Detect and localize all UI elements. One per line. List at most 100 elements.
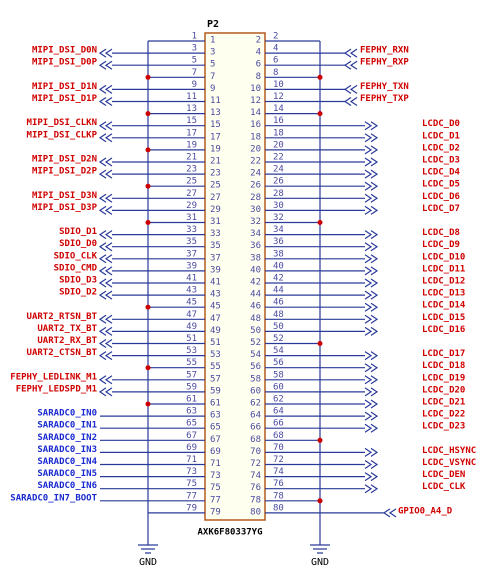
net-label: MIPI_DSI_CLKN xyxy=(27,118,97,128)
junction xyxy=(145,401,151,407)
pin-number: 59 xyxy=(210,386,221,396)
pin-number: 78 xyxy=(273,491,284,501)
pin-number: 77 xyxy=(186,491,197,501)
ground-symbol xyxy=(138,41,158,554)
pin-number: 14 xyxy=(273,104,284,114)
connector-ref: P2 xyxy=(207,19,219,30)
pin-number: 26 xyxy=(250,181,261,191)
pin-number: 26 xyxy=(273,177,284,187)
pin-number: 7 xyxy=(192,68,197,78)
net-label: LCDC_D13 xyxy=(422,289,465,299)
pin-number: 41 xyxy=(210,278,221,288)
port-symbol xyxy=(98,84,113,94)
pin-number: 67 xyxy=(186,431,197,441)
pin-number: 65 xyxy=(186,419,197,429)
pin-number: 23 xyxy=(210,169,221,179)
net-label: UART2_RX_BT xyxy=(37,336,97,346)
net-label: FEPHY_LEDSPD_M1 xyxy=(16,384,97,394)
net-label: SARADC0_IN1 xyxy=(37,421,97,431)
pin-number: 68 xyxy=(250,435,261,445)
pin-number: 47 xyxy=(186,310,197,320)
pin-number: 48 xyxy=(273,310,284,320)
pin-number: 62 xyxy=(273,395,284,405)
pin-number: 28 xyxy=(273,189,284,199)
pin-number: 67 xyxy=(210,435,221,445)
junction xyxy=(145,111,151,117)
net-label: FEPHY_LEDLINK_M1 xyxy=(10,372,97,382)
port-symbol xyxy=(364,121,379,131)
pin-number: 45 xyxy=(210,302,221,312)
pin-number: 62 xyxy=(250,399,261,409)
pin-number: 68 xyxy=(273,431,284,441)
pin-number: 77 xyxy=(210,495,221,505)
port-symbol xyxy=(98,326,113,336)
port-symbol xyxy=(364,460,379,469)
pin-number: 70 xyxy=(273,443,284,453)
net-label: SARADC0_IN4 xyxy=(37,457,97,467)
port-symbol xyxy=(98,97,113,106)
net-label: FEPHY_TXN xyxy=(360,82,409,92)
ground-label: GND xyxy=(311,557,329,568)
port-symbol xyxy=(364,278,379,288)
pin-number: 24 xyxy=(250,169,261,179)
pin-number: 71 xyxy=(186,455,197,465)
pin-number: 37 xyxy=(186,249,197,259)
port-symbol xyxy=(98,230,113,240)
net-label: LCDC_VSYNC xyxy=(422,458,476,468)
port-symbol xyxy=(98,121,113,131)
pin-number: 60 xyxy=(250,386,261,396)
pin-number: 46 xyxy=(250,302,261,312)
pin-number: 7 xyxy=(210,72,215,82)
pin-number: 40 xyxy=(250,265,261,275)
pin-number: 16 xyxy=(273,116,284,126)
port-symbol xyxy=(364,411,379,421)
pin-number: 39 xyxy=(186,261,197,271)
port-symbol xyxy=(98,157,113,167)
pin-number: 20 xyxy=(250,144,261,154)
port-symbol xyxy=(98,242,113,252)
port-symbol xyxy=(98,133,113,143)
junction xyxy=(317,220,323,225)
net-label: MIPI_DSI_D1N xyxy=(32,82,97,92)
pin-number: 64 xyxy=(250,411,261,421)
net-label: LCDC_D6 xyxy=(422,192,460,202)
port-symbol xyxy=(364,423,379,433)
net-label: SARADC0_IN3 xyxy=(37,445,97,455)
pin-number: 55 xyxy=(210,362,221,372)
pin-number: 6 xyxy=(273,56,278,66)
pin-number: 9 xyxy=(210,84,215,94)
pin-number: 35 xyxy=(186,237,197,247)
port-symbol xyxy=(98,314,113,324)
port-symbol xyxy=(364,314,379,324)
pin-number: 4 xyxy=(256,48,261,58)
net-label: LCDC_D22 xyxy=(422,410,465,420)
net-label: SDIO_D2 xyxy=(59,288,97,298)
pin-number: 22 xyxy=(273,153,284,163)
pin-number: 10 xyxy=(250,84,261,94)
pin-number: 21 xyxy=(210,157,221,167)
port-symbol xyxy=(364,193,379,203)
port-symbol xyxy=(364,302,379,312)
net-label: MIPI_DSI_D2P xyxy=(32,167,98,177)
pin-number: 47 xyxy=(210,314,221,324)
pin-number: 2 xyxy=(256,36,261,46)
net-label: SARADC0_IN5 xyxy=(37,469,97,479)
pin-number: 11 xyxy=(186,92,197,102)
pin-number: 80 xyxy=(273,503,284,513)
net-label: UART2_RTSN_BT xyxy=(27,312,98,322)
pin-number: 1 xyxy=(192,32,197,42)
net-label: SDIO_CMD xyxy=(54,263,98,273)
pin-number: 42 xyxy=(250,278,261,288)
port-symbol xyxy=(98,278,113,288)
net-label: LCDC_D4 xyxy=(422,168,461,178)
net-label: MIPI_DSI_D2N xyxy=(32,155,97,165)
net-label: SDIO_CLK xyxy=(54,251,98,261)
pin-number: 61 xyxy=(186,395,197,405)
junction xyxy=(145,147,151,153)
pin-number: 78 xyxy=(250,495,261,505)
pin-number: 24 xyxy=(273,165,284,175)
junction xyxy=(317,111,323,117)
port-symbol xyxy=(98,387,113,397)
pin-number: 63 xyxy=(186,407,197,417)
pin-number: 72 xyxy=(273,455,284,465)
